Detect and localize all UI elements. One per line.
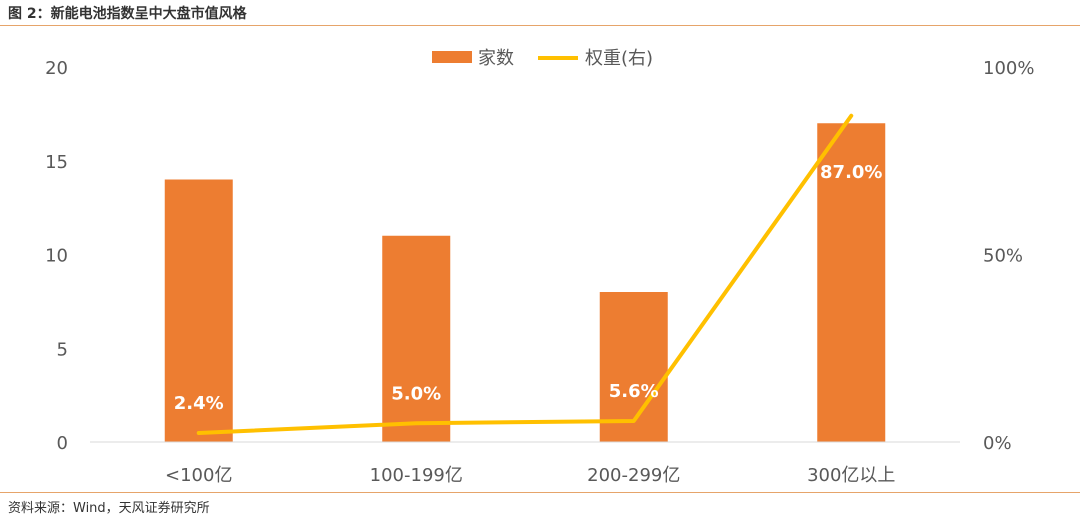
legend-label-bar: 家数	[478, 48, 514, 69]
figure-title: 图 2：新能电池指数呈中大盘市值风格	[8, 6, 247, 22]
y2-tick-label: 0%	[983, 433, 1012, 454]
line-data-labels: 2.4% 5.0% 5.6% 87.0%	[174, 162, 883, 414]
combo-chart: 家数 权重(右) 0 5 10 15 20 0% 50% 100% <100亿 100-199…	[45, 48, 1034, 486]
x-tick-label: 100-199亿	[370, 465, 463, 486]
top-divider	[0, 25, 1080, 26]
bottom-divider	[0, 492, 1080, 493]
bar-series	[164, 123, 886, 442]
y2-tick-label: 50%	[983, 246, 1023, 267]
left-axis-ticks: 0 5 10 15 20	[45, 58, 68, 454]
source-note: 资料来源：Wind，天风证券研究所	[8, 501, 210, 516]
y-tick-label: 15	[45, 152, 68, 173]
bar	[599, 292, 668, 442]
bar	[164, 179, 233, 442]
x-tick-label: <100亿	[165, 465, 232, 486]
y-tick-label: 0	[57, 433, 68, 454]
y2-tick-label: 100%	[983, 58, 1034, 79]
legend-swatch-bar	[432, 51, 472, 63]
y-tick-label: 5	[57, 339, 68, 360]
legend: 家数 权重(右)	[432, 48, 653, 69]
line-series-weight	[196, 113, 854, 435]
x-tick-label: 200-299亿	[587, 465, 680, 486]
data-label: 2.4%	[174, 393, 224, 414]
right-axis-ticks: 0% 50% 100%	[983, 58, 1034, 454]
x-axis-ticks: <100亿 100-199亿 200-299亿 300亿以上	[165, 465, 895, 486]
x-tick-label: 300亿以上	[807, 465, 895, 486]
y-tick-label: 10	[45, 246, 68, 267]
bar	[382, 235, 451, 442]
data-label: 5.0%	[391, 383, 441, 404]
bar	[817, 123, 886, 442]
data-label: 5.6%	[609, 381, 659, 402]
legend-label-line: 权重(右)	[585, 48, 653, 69]
y-tick-label: 20	[45, 58, 68, 79]
data-label: 87.0%	[820, 162, 882, 183]
